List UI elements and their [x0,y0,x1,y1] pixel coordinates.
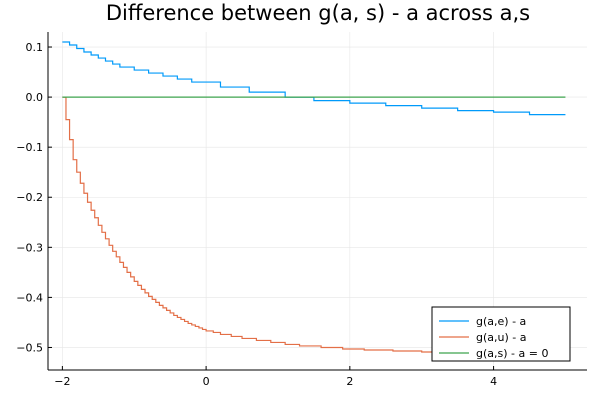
y-tick-label: 0.1 [26,41,44,54]
legend-box [431,306,571,362]
y-tick-label: 0.0 [26,91,44,104]
series-line-1 [62,41,566,116]
y-tick-label: −0.3 [16,241,43,254]
y-tick-label: −0.1 [16,141,43,154]
series-line-2 [62,96,566,356]
axes: −2 0 2 4 0.1 0.0 −0.1 −0.2 −0.3 −0.4 −0.5 [16,32,587,388]
legend-label: g(a,u) - a [476,331,526,344]
x-tick-label: 2 [346,375,353,388]
legend-label: g(a,s) - a = 0 [476,347,548,360]
y-tick-label: −0.5 [16,341,43,354]
chart-title: Difference between g(a, s) - a across a,… [106,1,530,25]
legend-label: g(a,e) - a [476,315,526,328]
series-lines [62,41,566,356]
x-tick-label: −2 [54,375,70,388]
legend: g(a,e) - a g(a,u) - a g(a,s) - a = 0 [431,306,571,362]
x-tick-label: 0 [203,375,210,388]
x-tick-label: 4 [490,375,497,388]
y-tick-label: −0.4 [16,291,43,304]
y-tick-label: −0.2 [16,191,43,204]
